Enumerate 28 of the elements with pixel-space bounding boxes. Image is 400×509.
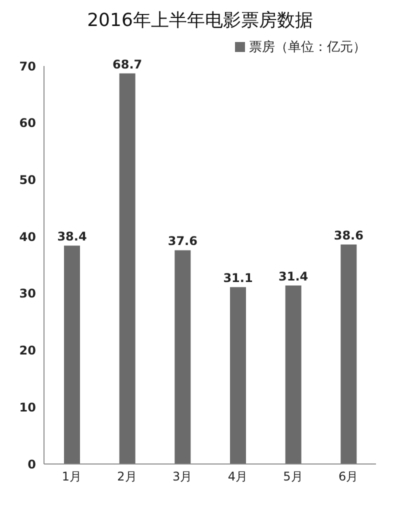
legend-label: 票房（单位：亿元） [249, 40, 366, 55]
bar [119, 73, 136, 464]
x-tick-label: 1月 [62, 470, 82, 484]
data-label: 31.4 [278, 269, 308, 284]
y-tick-label: 70 [19, 59, 36, 74]
bar [64, 246, 80, 464]
y-tick-label: 0 [28, 457, 36, 472]
y-tick-label: 10 [19, 400, 36, 414]
data-label: 37.6 [168, 234, 198, 248]
bar [174, 250, 191, 464]
x-tick-label: 5月 [283, 470, 303, 484]
bar [285, 285, 302, 464]
data-label: 38.4 [57, 230, 87, 244]
y-tick-label: 40 [19, 230, 36, 244]
y-tick-label: 30 [19, 286, 36, 301]
x-tick-label: 3月 [172, 470, 192, 484]
bar [340, 244, 357, 464]
x-tick-label: 4月 [228, 470, 248, 484]
x-tick-label: 6月 [338, 470, 358, 484]
x-tick-label: 2月 [117, 470, 137, 484]
y-tick-label: 20 [19, 344, 36, 358]
data-label: 68.7 [112, 57, 142, 72]
data-label: 38.6 [334, 228, 364, 243]
y-tick-label: 60 [19, 116, 36, 130]
y-tick-label: 50 [19, 172, 36, 187]
bar [230, 287, 246, 464]
data-label: 31.1 [223, 271, 253, 286]
chart-title: 2016年上半年电影票房数据 [86, 9, 314, 32]
